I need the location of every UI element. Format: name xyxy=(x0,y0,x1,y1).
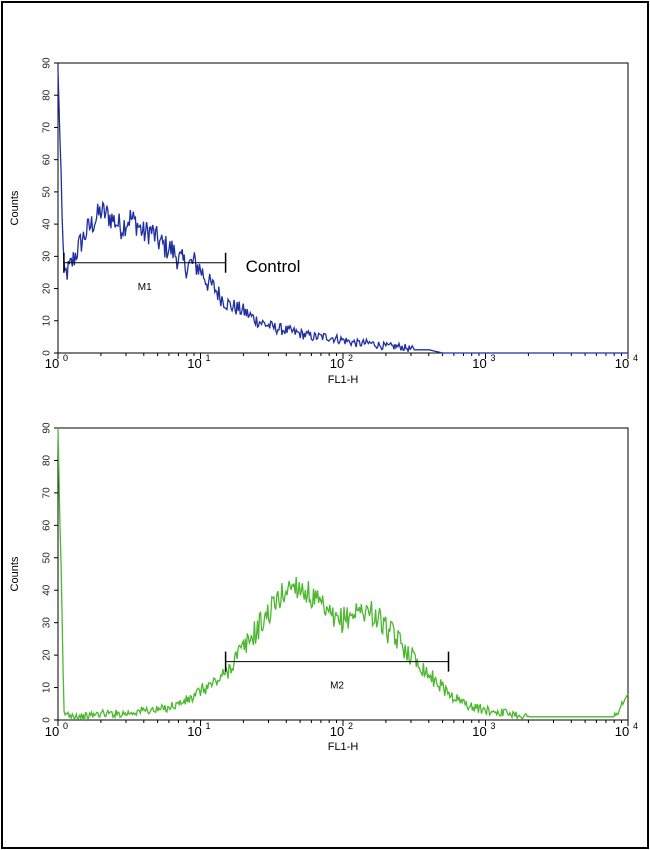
y-tick-label: 30 xyxy=(42,617,53,629)
y-tick-label: 50 xyxy=(42,552,53,564)
plot-area xyxy=(57,62,629,354)
y-tick-label: 80 xyxy=(42,89,53,101)
y-tick-label: 70 xyxy=(42,121,53,133)
x-tick-exponent: 2 xyxy=(348,721,353,731)
x-tick-exponent: 4 xyxy=(633,353,638,363)
y-tick-label: 20 xyxy=(42,649,53,661)
x-tick-label: 10 xyxy=(45,724,59,739)
y-tick-label: 70 xyxy=(42,487,53,499)
x-tick-exponent: 0 xyxy=(63,721,68,731)
plot-area xyxy=(57,427,629,721)
y-tick-label: 10 xyxy=(42,682,53,694)
y-tick-label: 90 xyxy=(42,422,53,434)
y-tick-label: 80 xyxy=(42,454,53,466)
marker-gate-label: M2 xyxy=(330,681,344,692)
x-tick-label: 10 xyxy=(330,356,344,371)
y-tick-label: 20 xyxy=(42,283,53,295)
y-axis-label: Counts xyxy=(9,190,21,225)
y-tick-label: 50 xyxy=(42,186,53,198)
x-tick-label: 10 xyxy=(45,356,59,371)
x-tick-exponent: 4 xyxy=(633,721,638,731)
y-tick-label: 10 xyxy=(42,315,53,327)
x-tick-label: 10 xyxy=(187,724,201,739)
y-tick-label: 0 xyxy=(42,350,53,356)
y-tick-label: 30 xyxy=(42,250,53,262)
x-tick-exponent: 1 xyxy=(206,353,211,363)
y-tick-label: 90 xyxy=(42,57,53,69)
x-tick-exponent: 0 xyxy=(63,353,68,363)
x-tick-label: 10 xyxy=(187,356,201,371)
x-tick-label: 10 xyxy=(615,724,629,739)
y-axis-label: Counts xyxy=(9,556,21,591)
x-tick-exponent: 1 xyxy=(206,721,211,731)
histogram-trace xyxy=(57,427,629,721)
x-tick-exponent: 3 xyxy=(491,721,496,731)
y-tick-label: 60 xyxy=(42,154,53,166)
x-tick-exponent: 2 xyxy=(348,353,353,363)
histogram-trace xyxy=(57,69,628,354)
y-tick-label: 40 xyxy=(42,218,53,230)
x-tick-label: 10 xyxy=(472,356,486,371)
x-axis-label: FL1-H xyxy=(328,374,359,386)
marker-gate-label: M1 xyxy=(138,282,152,293)
x-tick-exponent: 3 xyxy=(491,353,496,363)
y-tick-label: 40 xyxy=(42,584,53,596)
y-tick-label: 60 xyxy=(42,519,53,531)
x-axis-label: FL1-H xyxy=(328,741,359,753)
sample-annotation: Control xyxy=(246,257,301,276)
x-tick-label: 10 xyxy=(472,724,486,739)
y-tick-label: 0 xyxy=(42,717,53,723)
x-tick-label: 10 xyxy=(615,356,629,371)
x-tick-label: 10 xyxy=(330,724,344,739)
